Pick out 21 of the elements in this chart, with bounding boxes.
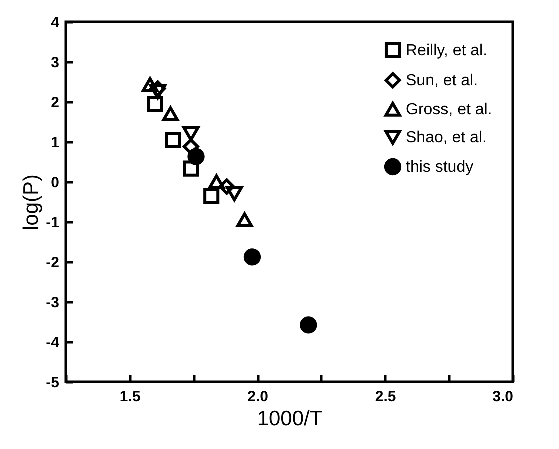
y-tick-label: -2 bbox=[46, 254, 60, 272]
y-tick-label: -3 bbox=[46, 294, 60, 312]
legend-label: Gross, et al. bbox=[406, 102, 492, 118]
y-tick-label: -4 bbox=[46, 334, 60, 352]
y-tick-label: -1 bbox=[46, 214, 60, 232]
y-tick-label: 3 bbox=[51, 54, 60, 72]
x-tick-label: 1.5 bbox=[120, 388, 141, 406]
y-tick-label: 0 bbox=[51, 174, 60, 192]
x-tick-label: 2.0 bbox=[248, 388, 268, 406]
x-tick-label: 2.5 bbox=[375, 388, 396, 406]
y-tick-label: 4 bbox=[51, 14, 60, 32]
y-tick-label: 2 bbox=[51, 94, 60, 112]
y-axis-title: log(P) bbox=[20, 174, 44, 231]
x-axis-title: 1000/T bbox=[257, 408, 323, 430]
legend-label: Sun, et al. bbox=[406, 72, 478, 90]
legend-label: Reilly, et al. bbox=[406, 42, 488, 60]
y-tick-label: 1 bbox=[51, 134, 60, 152]
legend-label: Shao, et al. bbox=[406, 130, 487, 146]
x-tick-label: 3.0 bbox=[492, 388, 514, 406]
y-tick-label: -5 bbox=[46, 374, 60, 392]
legend-label: this study bbox=[406, 159, 474, 176]
